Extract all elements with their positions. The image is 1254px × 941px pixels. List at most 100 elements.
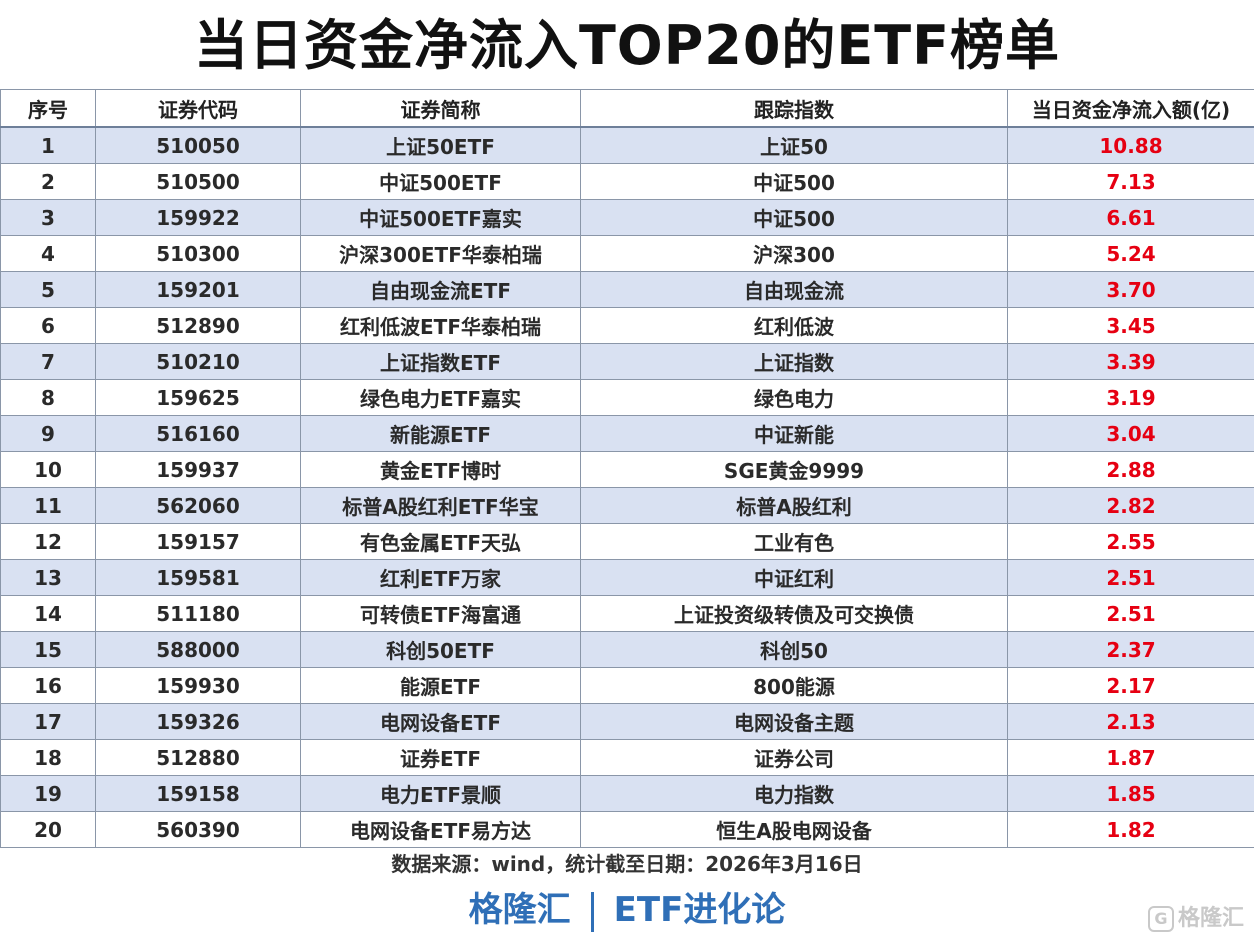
etf-ranking-table: 序号 证券代码 证券简称 跟踪指数 当日资金净流入额(亿) 1 510050 上证5… (0, 89, 1254, 848)
cell-name: 自由现金流ETF (300, 271, 581, 308)
column-header-name: 证券简称 (300, 89, 581, 128)
cell-index: 上证指数 (580, 343, 1008, 380)
cell-code: 510500 (95, 163, 301, 200)
footer-brand-line: 格隆汇 ETF进化论 (0, 884, 1254, 936)
cell-name: 新能源ETF (300, 415, 581, 452)
cell-rank: 9 (0, 415, 96, 452)
cell-net-inflow: 3.45 (1007, 307, 1254, 344)
cell-name: 上证指数ETF (300, 343, 581, 380)
table-row: 7 510210 上证指数ETF 上证指数 3.39 (0, 343, 1254, 380)
cell-index: 红利低波 (580, 307, 1008, 344)
cell-code: 562060 (95, 487, 301, 524)
cell-index: 电网设备主题 (580, 703, 1008, 740)
cell-index: 800能源 (580, 667, 1008, 704)
cell-net-inflow: 3.04 (1007, 415, 1254, 452)
column-header-rank: 序号 (0, 89, 96, 128)
table-header-row: 序号 证券代码 证券简称 跟踪指数 当日资金净流入额(亿) (0, 89, 1254, 128)
cell-rank: 6 (0, 307, 96, 344)
cell-name: 能源ETF (300, 667, 581, 704)
cell-code: 159157 (95, 523, 301, 560)
cell-net-inflow: 6.61 (1007, 199, 1254, 236)
cell-index: 中证500 (580, 199, 1008, 236)
cell-code: 512880 (95, 739, 301, 776)
cell-rank: 10 (0, 451, 96, 488)
cell-net-inflow: 3.39 (1007, 343, 1254, 380)
cell-net-inflow: 2.13 (1007, 703, 1254, 740)
cell-code: 159201 (95, 271, 301, 308)
table-row: 6 512890 红利低波ETF华泰柏瑞 红利低波 3.45 (0, 307, 1254, 344)
cell-code: 159937 (95, 451, 301, 488)
table-row: 16 159930 能源ETF 800能源 2.17 (0, 667, 1254, 704)
cell-index: 沪深300 (580, 235, 1008, 272)
cell-net-inflow: 7.13 (1007, 163, 1254, 200)
cell-index: 上证50 (580, 126, 1008, 164)
cell-rank: 15 (0, 631, 96, 668)
table-row: 9 516160 新能源ETF 中证新能 3.04 (0, 415, 1254, 452)
cell-rank: 11 (0, 487, 96, 524)
cell-rank: 19 (0, 775, 96, 812)
cell-name: 科创50ETF (300, 631, 581, 668)
cell-net-inflow: 2.82 (1007, 487, 1254, 524)
cell-net-inflow: 1.82 (1007, 811, 1254, 848)
cell-index: 证券公司 (580, 739, 1008, 776)
table-row: 19 159158 电力ETF景顺 电力指数 1.85 (0, 775, 1254, 812)
gelonghui-logo-icon: G (1147, 906, 1174, 932)
cell-name: 中证500ETF (300, 163, 581, 200)
cell-code: 510210 (95, 343, 301, 380)
footer-column-name: ETF进化论 (613, 890, 786, 930)
table-row: 14 511180 可转债ETF海富通 上证投资级转债及可交换债 2.51 (0, 595, 1254, 632)
cell-name: 绿色电力ETF嘉实 (300, 379, 581, 416)
cell-index: 中证红利 (580, 559, 1008, 596)
table-row: 13 159581 红利ETF万家 中证红利 2.51 (0, 559, 1254, 596)
cell-net-inflow: 2.55 (1007, 523, 1254, 560)
cell-name: 沪深300ETF华泰柏瑞 (300, 235, 581, 272)
table-row: 3 159922 中证500ETF嘉实 中证500 6.61 (0, 199, 1254, 236)
cell-code: 159326 (95, 703, 301, 740)
cell-name: 电网设备ETF (300, 703, 581, 740)
cell-name: 证券ETF (300, 739, 581, 776)
cell-rank: 1 (0, 126, 96, 164)
table-row: 8 159625 绿色电力ETF嘉实 绿色电力 3.19 (0, 379, 1254, 416)
cell-net-inflow: 1.87 (1007, 739, 1254, 776)
table-row: 12 159157 有色金属ETF天弘 工业有色 2.55 (0, 523, 1254, 560)
cell-code: 516160 (95, 415, 301, 452)
cell-code: 159930 (95, 667, 301, 704)
cell-code: 159581 (95, 559, 301, 596)
column-header-code: 证券代码 (95, 89, 301, 128)
table-row: 17 159326 电网设备ETF 电网设备主题 2.13 (0, 703, 1254, 740)
table-row: 18 512880 证券ETF 证券公司 1.87 (0, 739, 1254, 776)
cell-net-inflow: 2.17 (1007, 667, 1254, 704)
cell-rank: 17 (0, 703, 96, 740)
page-title: 当日资金净流入TOP20的ETF榜单 (193, 14, 1061, 77)
column-header-index: 跟踪指数 (580, 89, 1008, 128)
cell-name: 上证50ETF (300, 126, 581, 164)
cell-index: 绿色电力 (580, 379, 1008, 416)
footer-brand: 格隆汇 (468, 890, 571, 930)
table-row: 20 560390 电网设备ETF易方达 恒生A股电网设备 1.82 (0, 811, 1254, 848)
cell-code: 512890 (95, 307, 301, 344)
cell-index: 科创50 (580, 631, 1008, 668)
cell-index: 标普A股红利 (580, 487, 1008, 524)
cell-net-inflow: 10.88 (1007, 126, 1254, 164)
cell-net-inflow: 2.51 (1007, 559, 1254, 596)
cell-rank: 8 (0, 379, 96, 416)
cell-rank: 2 (0, 163, 96, 200)
cell-index: 中证500 (580, 163, 1008, 200)
column-header-net-inflow: 当日资金净流入额(亿) (1007, 89, 1254, 128)
cell-code: 510300 (95, 235, 301, 272)
cell-name: 电力ETF景顺 (300, 775, 581, 812)
footer-divider (590, 891, 594, 932)
cell-code: 511180 (95, 595, 301, 632)
cell-rank: 5 (0, 271, 96, 308)
cell-net-inflow: 3.70 (1007, 271, 1254, 308)
cell-code: 159922 (95, 199, 301, 236)
cell-net-inflow: 3.19 (1007, 379, 1254, 416)
cell-rank: 7 (0, 343, 96, 380)
table-row: 4 510300 沪深300ETF华泰柏瑞 沪深300 5.24 (0, 235, 1254, 272)
cell-rank: 13 (0, 559, 96, 596)
cell-net-inflow: 2.51 (1007, 595, 1254, 632)
cell-code: 159625 (95, 379, 301, 416)
cell-code: 510050 (95, 126, 301, 164)
cell-name: 红利ETF万家 (300, 559, 581, 596)
cell-rank: 16 (0, 667, 96, 704)
